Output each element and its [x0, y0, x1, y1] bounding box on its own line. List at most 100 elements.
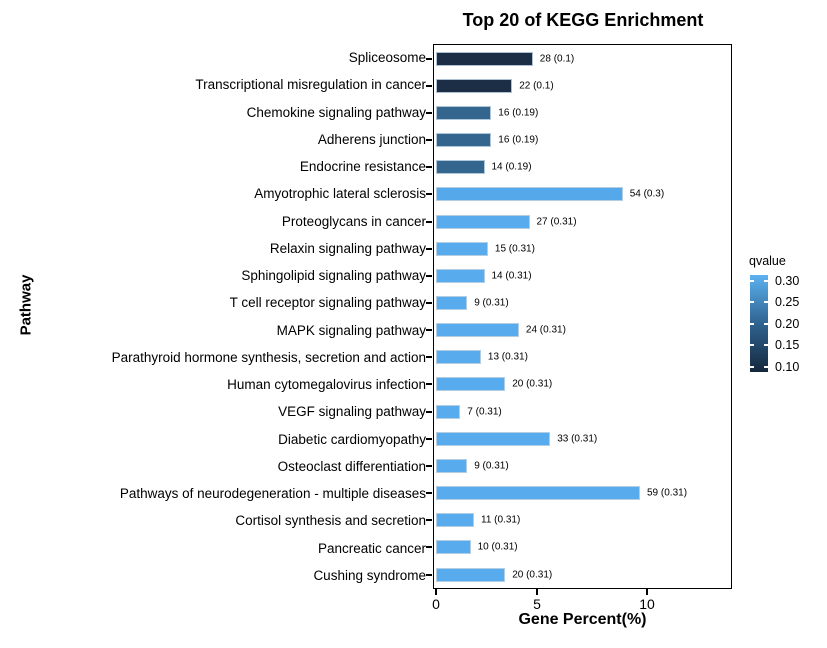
category-labels-column: Spliceosome Transcriptional misregulation… — [30, 44, 426, 589]
bar-row: 28 (0.1) — [434, 45, 731, 72]
bar — [436, 350, 481, 365]
category-label: Proteoglycans in cancer — [281, 213, 426, 229]
colorbar-tick — [750, 323, 754, 325]
legend-tick-label: 0.25 — [775, 295, 800, 309]
bar-value-label: 20 (0.31) — [512, 569, 553, 581]
bar-value-label: 27 (0.31) — [536, 216, 577, 228]
colorbar-tick — [764, 366, 768, 368]
bar-value-label: 28 (0.1) — [539, 53, 575, 65]
bar-value-label: 7 (0.31) — [467, 406, 502, 418]
bar-value-label: 15 (0.31) — [494, 243, 535, 255]
bar — [436, 404, 461, 419]
x-tick-mark-10 — [646, 589, 648, 595]
legend-tick-label: 0.30 — [775, 274, 800, 288]
bar-row: 16 (0.19) — [434, 126, 731, 153]
bar — [436, 51, 533, 66]
bar-row: 24 (0.31) — [434, 317, 731, 344]
bar-value-label: 13 (0.31) — [487, 351, 528, 363]
bar-row: 13 (0.31) — [434, 344, 731, 371]
category-label: Pancreatic cancer — [317, 540, 426, 556]
colorbar-tick — [750, 301, 754, 303]
x-tick-mark-0 — [435, 589, 437, 595]
bar-value-label: 33 (0.31) — [557, 433, 598, 445]
bar — [436, 105, 492, 120]
bar — [436, 268, 485, 283]
colorbar-tick — [764, 344, 768, 346]
bar-row: 9 (0.31) — [434, 452, 731, 479]
qvalue-legend: qvalue 0.30 0.25 0.20 0.15 0.10 — [749, 254, 799, 374]
x-tick-label-10: 10 — [639, 596, 655, 612]
colorbar-tick — [764, 323, 768, 325]
bar-value-label: 9 (0.31) — [474, 460, 509, 472]
legend-tick-label: 0.20 — [775, 317, 800, 331]
category-label: Parathyroid hormone synthesis, secretion… — [111, 349, 426, 365]
bar — [436, 133, 492, 148]
colorbar-tick — [750, 344, 754, 346]
bar-row: 14 (0.31) — [434, 262, 731, 289]
category-label: T cell receptor signaling pathway — [229, 295, 426, 311]
bars-column: 28 (0.1) 22 (0.1) 16 (0.19) 16 (0.19) 14 (0.… — [434, 45, 731, 588]
bar-value-label: 16 (0.19) — [498, 107, 539, 119]
chart-title: Top 20 of KEGG Enrichment — [462, 10, 704, 30]
category-label: Pathways of neurodegeneration - multiple… — [119, 486, 426, 502]
bar — [436, 513, 474, 528]
bar-row: 15 (0.31) — [434, 235, 731, 262]
legend-title: qvalue — [749, 254, 786, 268]
bar — [436, 160, 485, 175]
bar-value-label: 22 (0.1) — [519, 80, 554, 92]
category-label: Spliceosome — [348, 50, 426, 66]
bar-row: 33 (0.31) — [434, 425, 731, 452]
category-label: Cortisol synthesis and secretion — [235, 513, 426, 529]
bar-value-label: 14 (0.19) — [491, 161, 532, 173]
category-label: Relaxin signaling pathway — [269, 240, 426, 256]
bar-row: 20 (0.31) — [434, 371, 731, 398]
bar-row: 59 (0.31) — [434, 480, 731, 507]
bar-row: 9 (0.31) — [434, 289, 731, 316]
bar — [436, 377, 506, 392]
x-axis-title: Gene Percent(%) — [518, 611, 647, 628]
bar — [436, 486, 640, 501]
colorbar-tick — [764, 301, 768, 303]
bar-row: 14 (0.19) — [434, 154, 731, 181]
bar — [436, 78, 513, 93]
bar-value-label: 59 (0.31) — [647, 487, 688, 499]
bar-row: 7 (0.31) — [434, 398, 731, 425]
category-label: Cushing syndrome — [313, 567, 426, 583]
category-label: Diabetic cardiomyopathy — [278, 431, 426, 447]
bar — [436, 458, 468, 473]
bar-value-label: 24 (0.31) — [525, 324, 566, 336]
category-label: Transcriptional misregulation in cancer — [195, 77, 426, 93]
plot-panel: 28 (0.1) 22 (0.1) 16 (0.19) 16 (0.19) 14 (0.… — [433, 44, 732, 589]
x-tick-label-5: 5 — [533, 596, 541, 612]
colorbar-tick — [750, 366, 754, 368]
bar-row: 10 (0.31) — [434, 534, 731, 561]
bar — [436, 567, 506, 582]
bar-row: 20 (0.31) — [434, 561, 731, 588]
category-label: MAPK signaling pathway — [276, 322, 426, 338]
category-label: Endocrine resistance — [299, 159, 426, 175]
bar-value-label: 20 (0.31) — [512, 378, 553, 390]
bar — [436, 431, 551, 446]
bar — [436, 323, 519, 338]
bar-value-label: 14 (0.31) — [491, 270, 532, 282]
category-label: Amyotrophic lateral sclerosis — [254, 186, 426, 202]
category-label: VEGF signaling pathway — [278, 404, 426, 420]
bar-value-label: 9 (0.31) — [474, 297, 509, 309]
bar-value-label: 10 (0.31) — [477, 541, 518, 553]
category-label: Osteoclast differentiation — [277, 458, 426, 474]
bar — [436, 241, 488, 256]
bar-row: 16 (0.19) — [434, 99, 731, 126]
category-label: Adherens junction — [317, 131, 426, 147]
legend-tick-label: 0.10 — [775, 360, 800, 374]
bar-value-label: 11 (0.31) — [481, 514, 521, 526]
category-label: Human cytomegalovirus infection — [227, 377, 426, 393]
bar-value-label: 16 (0.19) — [498, 134, 539, 146]
bar-row: 27 (0.31) — [434, 208, 731, 235]
category-label: Sphingolipid signaling pathway — [241, 268, 426, 284]
qvalue-colorbar: 0.30 0.25 0.20 0.15 0.10 — [750, 274, 799, 374]
colorbar-tick — [750, 280, 754, 282]
bar — [436, 295, 468, 310]
category-label: Chemokine signaling pathway — [246, 104, 426, 120]
legend-tick-label: 0.15 — [775, 338, 800, 352]
